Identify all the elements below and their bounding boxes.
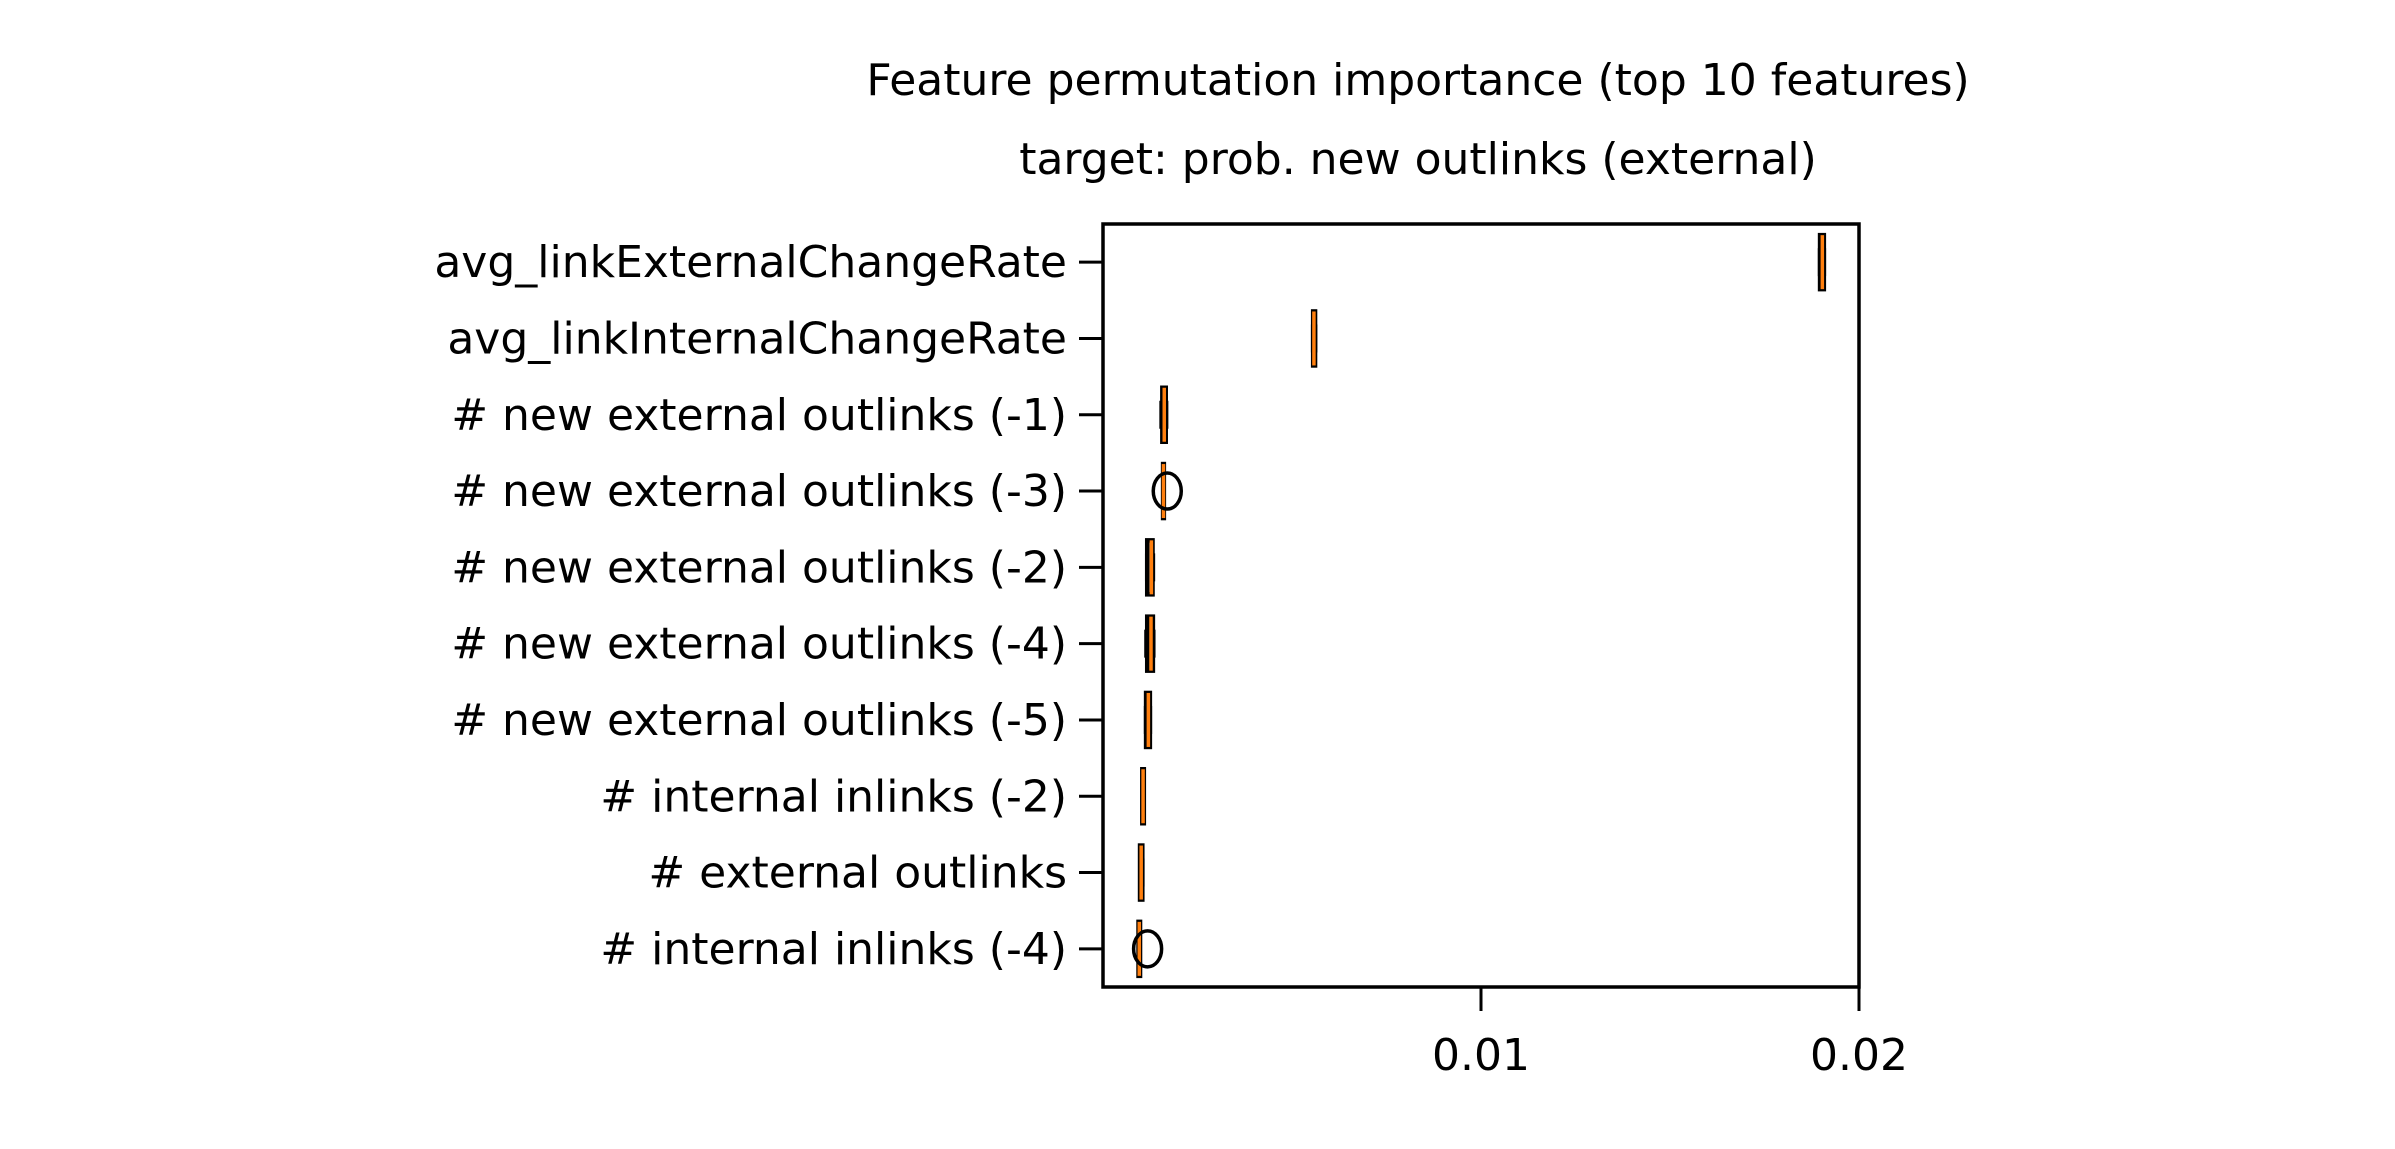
y-tick-label: avg_linkInternalChangeRate [447,313,1067,364]
chart-title: Feature permutation importance (top 10 f… [866,55,1969,106]
x-tick-label: 0.02 [1810,1030,1908,1081]
box-3 [1159,385,1169,444]
box-1 [1817,232,1827,292]
y-tick-label: avg_linkExternalChangeRate [434,237,1067,288]
box-4 [1151,461,1184,521]
y-axis: avg_linkExternalChangeRate avg_linkIntern… [434,237,1103,975]
box-6 [1144,614,1156,673]
y-tick-label: # new external outlinks (-2) [451,542,1067,593]
x-tick-label: 0.01 [1432,1030,1530,1081]
box-8 [1140,767,1147,826]
y-tick-label: # new external outlinks (-3) [451,466,1067,517]
box-2 [1310,309,1318,368]
y-tick-label: # new external outlinks (-5) [451,695,1067,746]
outlier-point [1151,471,1184,511]
y-tick-label: # internal inlinks (-2) [600,771,1067,822]
boxes-layer [1131,232,1827,979]
y-tick-label: # external outlinks [648,848,1067,899]
box-9 [1137,843,1145,902]
y-tick-label: # new external outlinks (-4) [451,619,1067,670]
outlier-point [1131,929,1164,969]
y-tick-label: # new external outlinks (-1) [451,390,1067,441]
x-axis: 0.01 0.02 [1432,987,1908,1081]
box-10 [1131,919,1164,979]
box-5 [1144,538,1156,597]
plot-frame [1101,222,1861,989]
y-tick-label: # internal inlinks (-4) [600,924,1067,975]
chart-subtitle: target: prob. new outlinks (external) [1019,134,1817,185]
box-7 [1143,690,1153,750]
